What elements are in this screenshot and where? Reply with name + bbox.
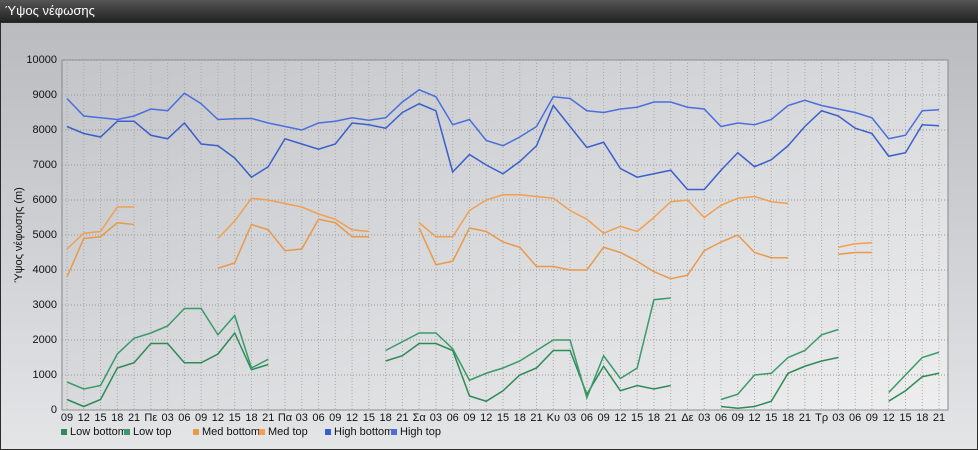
x-tick-label: 15 bbox=[229, 412, 241, 424]
x-tick-label: 03 bbox=[832, 412, 844, 424]
x-tick-label: 15 bbox=[765, 412, 777, 424]
x-tick-label: Σα bbox=[413, 412, 427, 424]
y-tick-label: 2000 bbox=[33, 334, 57, 346]
y-tick-label: 6000 bbox=[33, 194, 57, 206]
x-tick-label: 03 bbox=[698, 412, 710, 424]
x-tick-label: 15 bbox=[94, 412, 106, 424]
legend-label: High top bbox=[400, 426, 441, 438]
x-tick-label: 18 bbox=[111, 412, 123, 424]
x-tick-label: 21 bbox=[396, 412, 408, 424]
legend-label: Med bottom bbox=[202, 426, 260, 438]
legend-label: Low top bbox=[133, 426, 172, 438]
x-tick-label: 09 bbox=[463, 412, 475, 424]
x-tick-label: 09 bbox=[866, 412, 878, 424]
x-tick-label: 18 bbox=[514, 412, 526, 424]
y-tick-label: 0 bbox=[51, 404, 57, 416]
x-tick-label: 21 bbox=[262, 412, 274, 424]
x-tick-label: 21 bbox=[128, 412, 140, 424]
legend-label: Med top bbox=[268, 426, 308, 438]
series-line bbox=[66, 102, 940, 191]
x-tick-label: 06 bbox=[849, 412, 861, 424]
x-tick-label: 09 bbox=[329, 412, 341, 424]
x-tick-label: 03 bbox=[161, 412, 173, 424]
x-tick-label: 09 bbox=[61, 412, 73, 424]
series-line bbox=[66, 331, 940, 410]
y-tick-label: 5000 bbox=[33, 229, 57, 241]
x-tick-label: 09 bbox=[732, 412, 744, 424]
x-tick-label: 09 bbox=[597, 412, 609, 424]
legend-swatch bbox=[193, 429, 199, 435]
x-tick-label: Πε bbox=[144, 412, 157, 424]
x-tick-label: 15 bbox=[363, 412, 375, 424]
legend-label: High bottom bbox=[334, 426, 393, 438]
y-axis-label: Ύψος νέφωσης (m) bbox=[13, 187, 25, 283]
x-tick-label: 06 bbox=[447, 412, 459, 424]
x-tick-label: 12 bbox=[212, 412, 224, 424]
y-tick-label: 8000 bbox=[33, 124, 57, 136]
legend-swatch bbox=[391, 429, 397, 435]
x-tick-label: 18 bbox=[245, 412, 257, 424]
x-tick-label: 15 bbox=[899, 412, 911, 424]
legend-swatch bbox=[124, 429, 130, 435]
x-tick-label: 18 bbox=[648, 412, 660, 424]
x-tick-label: Πα bbox=[278, 412, 293, 424]
x-tick-label: Κυ bbox=[547, 412, 560, 424]
window-title: Ύψος νέφωσης bbox=[0, 0, 978, 22]
x-tick-label: 06 bbox=[312, 412, 324, 424]
x-tick-label: 06 bbox=[581, 412, 593, 424]
series-line bbox=[66, 88, 940, 147]
series-line bbox=[66, 194, 872, 250]
y-tick-label: 10000 bbox=[26, 54, 57, 66]
x-tick-label: 03 bbox=[296, 412, 308, 424]
x-tick-label: 03 bbox=[564, 412, 576, 424]
legend-swatch bbox=[61, 429, 67, 435]
series-line bbox=[66, 297, 940, 401]
x-tick-label: 12 bbox=[748, 412, 760, 424]
y-tick-label: 7000 bbox=[33, 159, 57, 171]
x-tick-label: 18 bbox=[782, 412, 794, 424]
x-tick-label: 12 bbox=[480, 412, 492, 424]
x-tick-label: 12 bbox=[883, 412, 895, 424]
x-tick-label: 12 bbox=[346, 412, 358, 424]
x-tick-label: 18 bbox=[916, 412, 928, 424]
legend-swatch bbox=[259, 429, 265, 435]
series-line bbox=[66, 218, 872, 280]
x-tick-label: 12 bbox=[614, 412, 626, 424]
y-tick-label: 4000 bbox=[33, 264, 57, 276]
x-tick-label: 15 bbox=[497, 412, 509, 424]
x-tick-label: 18 bbox=[379, 412, 391, 424]
x-tick-label: 03 bbox=[430, 412, 442, 424]
x-tick-label: 21 bbox=[799, 412, 811, 424]
legend-label: Low bottom bbox=[70, 426, 127, 438]
chart: Ύψος νέφωσης (m) 0 1000 2000 3000 4000 5000 60… bbox=[1, 23, 977, 449]
x-tick-label: 21 bbox=[530, 412, 542, 424]
x-tick-label: Δε bbox=[681, 412, 693, 424]
y-tick-label: 9000 bbox=[33, 89, 57, 101]
x-tick-label: 15 bbox=[631, 412, 643, 424]
x-tick-label: 21 bbox=[665, 412, 677, 424]
x-tick-label: 06 bbox=[715, 412, 727, 424]
x-tick-label: 06 bbox=[178, 412, 190, 424]
y-tick-label: 1000 bbox=[33, 369, 57, 381]
legend-swatch bbox=[325, 429, 331, 435]
x-tick-label: 09 bbox=[195, 412, 207, 424]
y-tick-label: 3000 bbox=[33, 299, 57, 311]
x-tick-label: 21 bbox=[933, 412, 945, 424]
x-tick-label: 12 bbox=[78, 412, 90, 424]
x-tick-label: Τρ bbox=[815, 412, 828, 424]
